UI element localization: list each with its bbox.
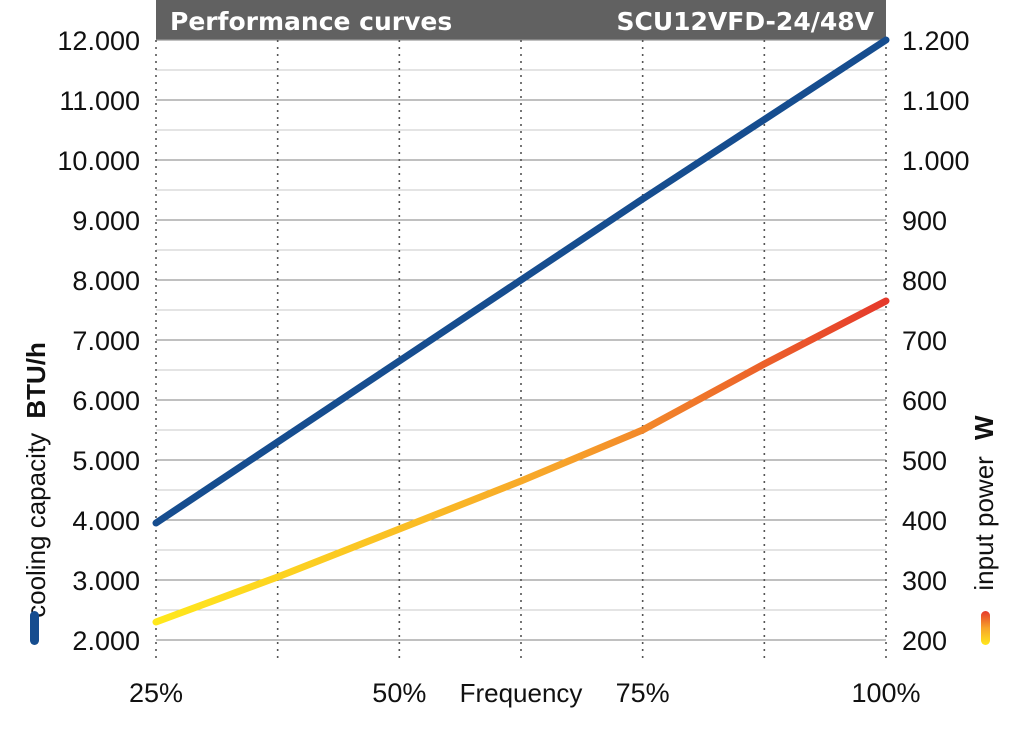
cooling-capacity-line: [152, 36, 890, 527]
chart-title: Performance curves: [170, 7, 452, 36]
left-axis-tick-label: 2.000: [72, 626, 140, 656]
right-axis-tick-label: 1.100: [902, 86, 970, 116]
title-banner: [156, 0, 886, 40]
left-axis-tick-label: 6.000: [72, 386, 140, 416]
series-lines: [152, 36, 890, 626]
x-axis-tick-label: 75%: [616, 678, 670, 708]
left-axis-ticks: 2.000 3.000 4.000 5.000 6.000 7.000 8.000 9.000…: [57, 26, 140, 656]
cooling-capacity-legend-swatch: [30, 611, 39, 645]
right-axis-tick-label: 1.000: [902, 146, 970, 176]
left-axis-tick-label: 4.000: [72, 506, 140, 536]
left-axis-tick-label: 11.000: [59, 86, 140, 116]
x-axis-tick-label: 100%: [851, 678, 920, 708]
left-axis-unit: BTU/h: [21, 342, 51, 419]
right-axis-tick-label: 400: [902, 506, 947, 536]
right-axis-tick-label: 200: [902, 626, 947, 656]
right-axis-ticks: 200 300 400 500 600 700 800 900 1.000 1.100 1.200: [902, 26, 970, 656]
input-power-legend-swatch: [981, 611, 990, 645]
x-axis-title: Frequency: [460, 678, 583, 708]
left-axis-title: cooling capacity BTU/h: [21, 342, 51, 618]
right-axis-tick-label: 300: [902, 566, 947, 596]
right-axis-tick-label: 500: [902, 446, 947, 476]
left-axis-tick-label: 8.000: [72, 266, 140, 296]
grid: [155, 39, 887, 660]
right-axis-tick-label: 900: [902, 206, 947, 236]
left-axis-tick-label: 3.000: [72, 566, 140, 596]
left-axis-tick-label: 9.000: [72, 206, 140, 236]
left-axis-tick-label: 5.000: [72, 446, 140, 476]
left-axis-tick-label: 7.000: [72, 326, 140, 356]
left-axis-tick-label: 12.000: [57, 26, 140, 56]
right-axis-title: input power W: [969, 415, 999, 591]
x-axis-ticks: 25% 50% 75% 100%: [129, 678, 921, 708]
input-power-line: [152, 297, 890, 626]
left-axis-tick-label: 10.000: [57, 146, 140, 176]
right-axis-unit: W: [969, 415, 999, 440]
right-axis-tick-label: 1.200: [902, 26, 970, 56]
svg-text:input power W: input power W: [969, 415, 999, 591]
right-axis-tick-label: 700: [902, 326, 947, 356]
right-axis-tick-label: 800: [902, 266, 947, 296]
x-axis-tick-label: 50%: [372, 678, 426, 708]
chart-subtitle: SCU12VFD-24/48V: [616, 7, 874, 36]
right-axis-tick-label: 600: [902, 386, 947, 416]
right-axis-label: input power: [969, 456, 999, 591]
svg-text:cooling capacity BTU/h: cooling capacity BTU/h: [21, 342, 51, 618]
left-axis-label: cooling capacity: [21, 433, 51, 618]
x-axis-tick-label: 25%: [129, 678, 183, 708]
